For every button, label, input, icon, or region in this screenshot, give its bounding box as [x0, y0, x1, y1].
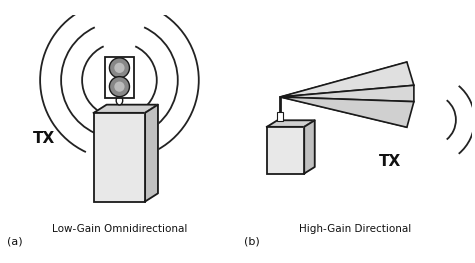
Polygon shape — [280, 62, 414, 97]
Polygon shape — [94, 105, 158, 113]
FancyBboxPatch shape — [277, 112, 283, 122]
Circle shape — [114, 82, 124, 92]
FancyBboxPatch shape — [105, 57, 134, 98]
Circle shape — [109, 77, 130, 97]
Ellipse shape — [116, 96, 123, 105]
Polygon shape — [267, 120, 315, 127]
Polygon shape — [304, 120, 315, 174]
Text: High-Gain Directional: High-Gain Directional — [299, 224, 412, 234]
Circle shape — [109, 58, 130, 78]
Text: TX: TX — [33, 131, 56, 146]
Circle shape — [114, 63, 124, 73]
FancyBboxPatch shape — [94, 113, 145, 201]
Polygon shape — [280, 85, 414, 102]
Text: TX: TX — [379, 154, 401, 169]
Text: (b): (b) — [244, 237, 259, 247]
FancyBboxPatch shape — [267, 127, 304, 174]
Text: Low-Gain Omnidirectional: Low-Gain Omnidirectional — [52, 224, 187, 234]
Polygon shape — [145, 105, 158, 201]
Polygon shape — [280, 97, 414, 127]
Text: (a): (a) — [8, 237, 23, 247]
